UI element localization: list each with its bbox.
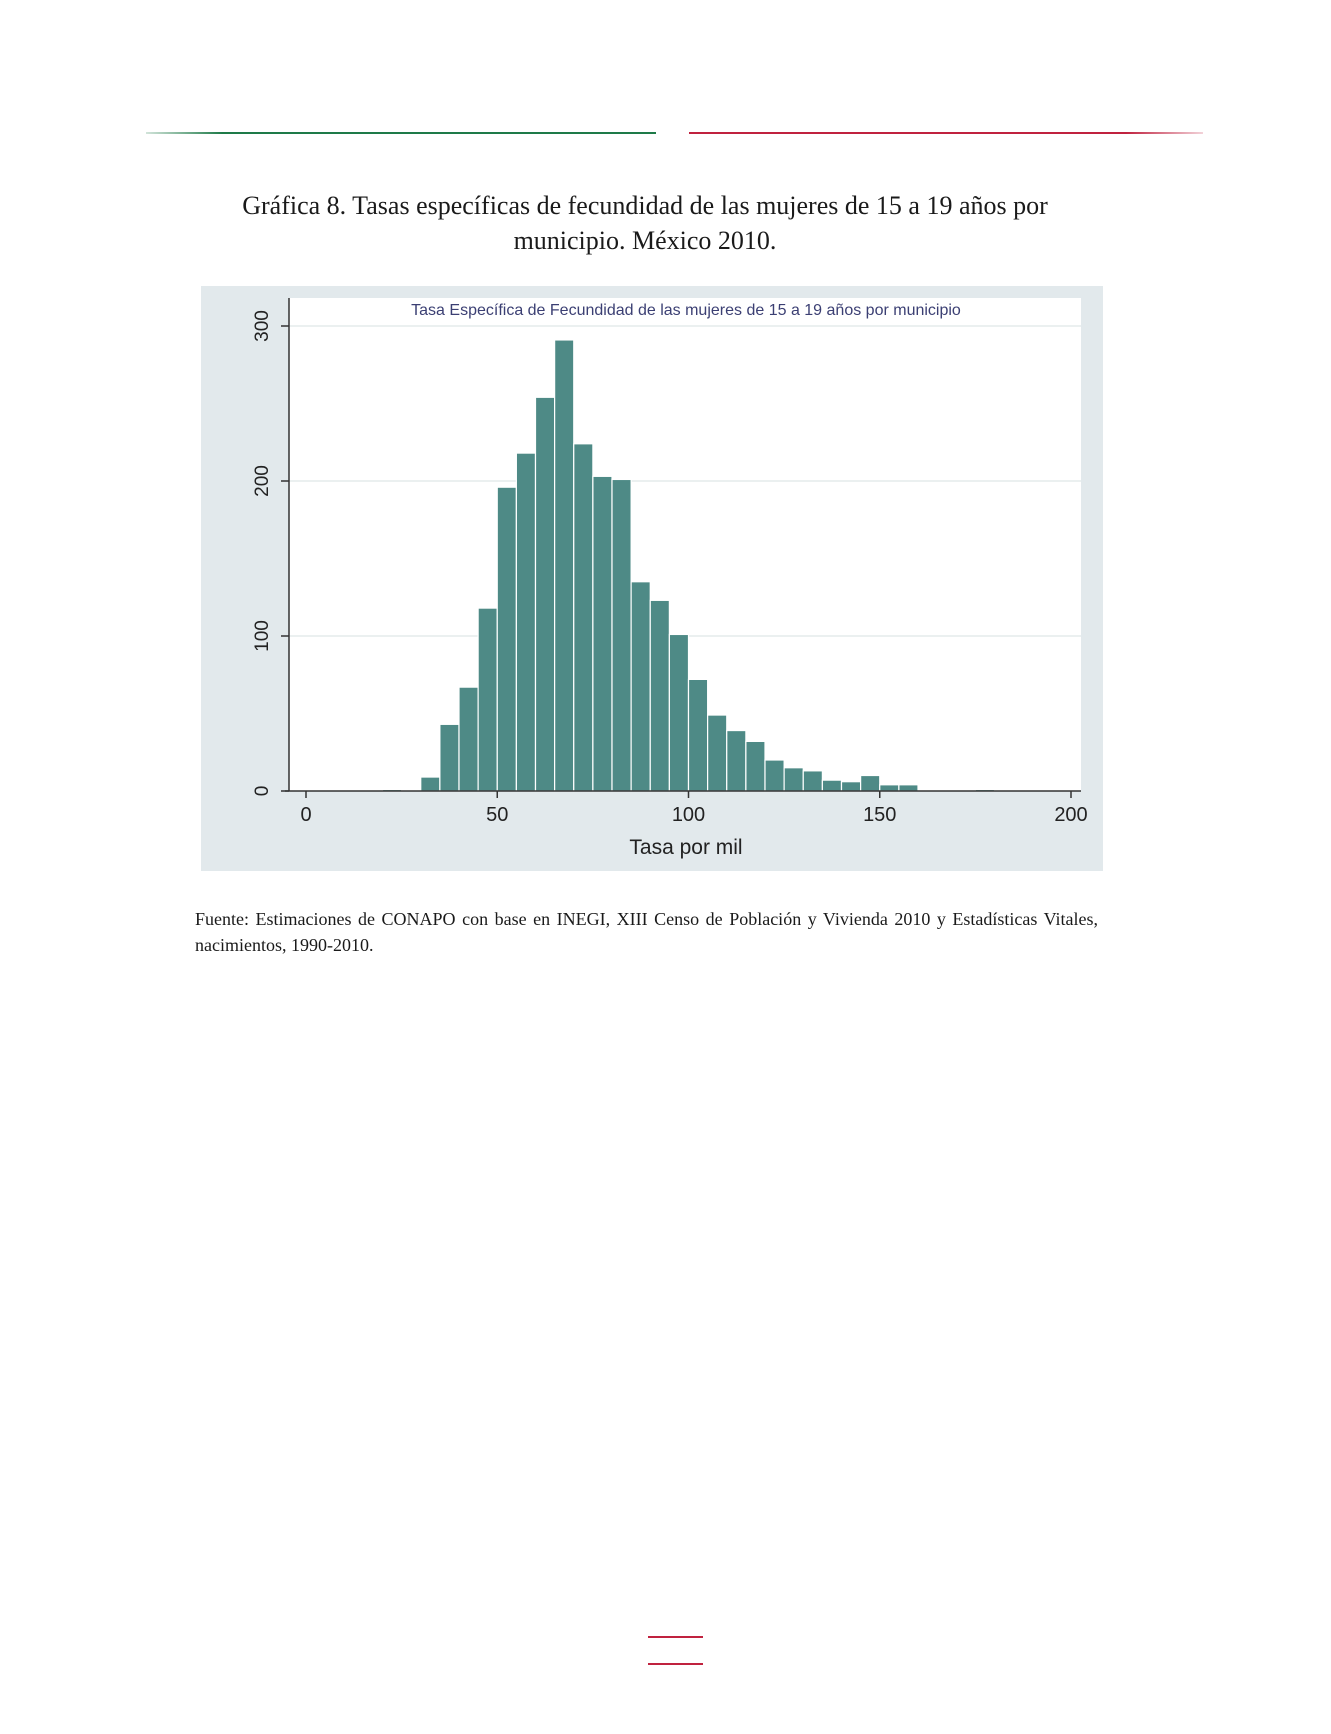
figure-caption-line-1: Gráfica 8. Tasas específicas de fecundid…: [242, 191, 1048, 220]
histogram-bar: [554, 339, 575, 792]
header-rule-green: [146, 132, 656, 134]
histogram-bar: [687, 678, 709, 792]
histogram-bar: [745, 740, 766, 792]
histogram-bar: [534, 396, 556, 792]
histogram-bar: [573, 443, 594, 792]
x-tick-label: 0: [300, 804, 311, 826]
histogram-bar: [477, 607, 498, 792]
y-tick-label: 300: [252, 310, 273, 342]
histogram-bar: [630, 581, 651, 792]
histogram-bar: [649, 599, 670, 792]
header-rule-red: [689, 132, 1203, 134]
histogram-bar: [515, 452, 537, 792]
x-tick-label: 50: [486, 804, 508, 826]
histogram-bar: [668, 633, 690, 792]
bars: [381, 339, 996, 792]
source-note: Fuente: Estimaciones de CONAPO con base …: [195, 909, 1098, 955]
histogram-bar: [439, 723, 460, 792]
histogram-chart: 0 100 200 300 0 50 100 150 200 Tasa Específica d…: [252, 298, 1088, 859]
y-tick-label: 200: [252, 465, 273, 497]
histogram-bar: [840, 781, 862, 792]
histogram-bar: [802, 770, 823, 792]
figure-caption: Gráfica 8. Tasas específicas de fecundid…: [200, 188, 1090, 258]
x-tick-label: 200: [1054, 804, 1087, 826]
histogram-bar: [783, 767, 804, 792]
chart-title: Tasa Específica de Fecundidad de las muj…: [411, 302, 961, 319]
histogram-bar: [420, 776, 441, 792]
y-tick-label: 100: [252, 620, 273, 652]
histogram-bar: [611, 478, 632, 792]
x-tick-label: 150: [863, 804, 896, 826]
histogram-bar: [879, 784, 900, 792]
x-tick-label: 100: [672, 804, 705, 826]
histogram-bar: [707, 714, 728, 792]
y-tick-label: 0: [252, 786, 273, 797]
histogram-bar: [860, 774, 881, 792]
chart-panel: 0 100 200 300 0 50 100 150 200 Tasa Específica d…: [201, 286, 1103, 871]
histogram-bar: [726, 729, 747, 792]
footer-rule-bottom: [648, 1663, 703, 1665]
histogram-bar: [898, 784, 919, 792]
histogram-bar: [592, 475, 613, 792]
histogram-bar: [496, 486, 517, 792]
histogram-bar: [821, 779, 843, 792]
histogram-bar: [764, 759, 785, 792]
histogram-bar: [458, 686, 479, 792]
x-axis-label: Tasa por mil: [629, 836, 742, 859]
axes: 0 100 200 300 0 50 100 150 200: [252, 298, 1088, 826]
figure-caption-line-2: municipio. México 2010.: [513, 226, 777, 255]
footer-rule-top: [648, 1636, 703, 1638]
